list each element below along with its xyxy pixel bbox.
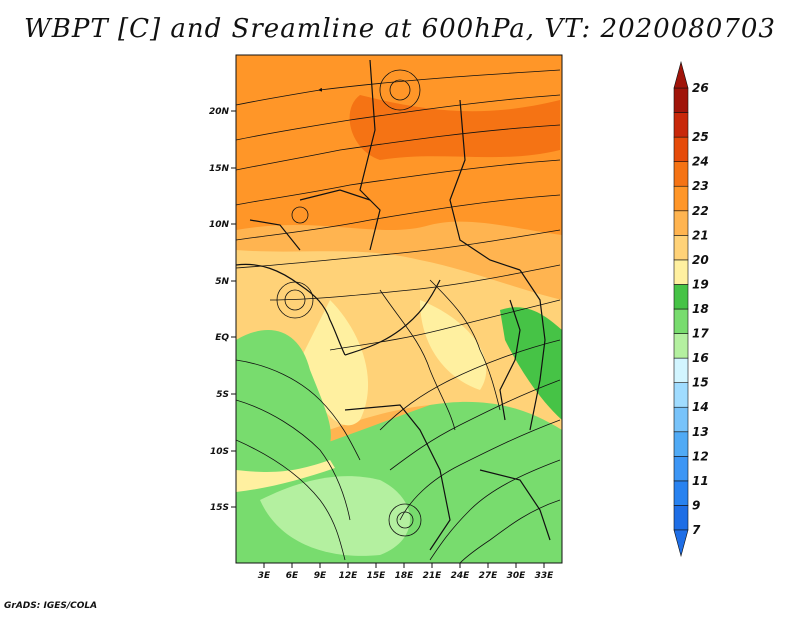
colorbar-segment [673,406,689,433]
colorbar-segment [673,185,689,212]
colorbar-segment [673,161,689,187]
colorbar-segment [673,136,689,162]
colorbar-min-arrow [673,529,689,558]
lat-tick-label: 10S [210,447,229,457]
colorbar-segment [673,235,689,261]
lon-tick-label: 27E [479,571,499,581]
colorbar-label: 14 [692,400,709,414]
country-borders [236,59,551,551]
colorbar-segment [673,480,689,506]
lon-tick-label: 24E [451,571,471,581]
colorbar-label: 26 [692,81,709,95]
colorbar-segment [673,333,689,359]
colorbar-segment [673,357,689,383]
map-title: WBPT [C] and Sreamline at 600hPa, VT: 20… [24,14,776,44]
lat-tick-label: EQ [215,333,229,343]
colorbar-label: 15 [692,376,709,390]
lat-tick-label: 15S [210,503,229,513]
colorbar-label: 22 [692,204,709,218]
colorbar-segment [673,308,689,334]
colorbar-label: 23 [692,179,709,193]
lat-tick-label: 20N [209,107,230,117]
lat-tick-label: 10N [209,220,230,230]
lon-tick-label: 21E [423,571,443,581]
colorbar-label: 13 [692,425,709,439]
colorbar-label: 12 [692,449,709,463]
lon-tick-label: 6E [286,571,299,581]
colorbar-label: 20 [692,253,709,267]
colorbar-segment [673,87,689,113]
lon-tick-label: 3E [258,571,271,581]
colorbar-segment [673,210,689,236]
colorbar-label: 9 [692,498,700,512]
lon-tick-label: 30E [507,571,527,581]
colorbar-label: 7 [692,523,701,537]
lon-tick-label: 12E [339,571,359,581]
colorbar: 7 9 11 12 13 14 15 16 17 18 19 20 21 22 23 24 25 26 [673,60,709,558]
colorbar-segment [673,382,689,408]
lon-tick-label: 9E [314,571,327,581]
colorbar-label: 18 [692,302,709,316]
map-frame [235,54,563,564]
lat-tick-label: 5S [216,390,229,400]
colorbar-segment [673,112,689,138]
lon-axis: 3E 6E 9E 12E 15E 18E 21E 24E 27E 30E 33E [258,563,554,581]
colorbar-max-arrow [673,60,689,89]
footer-credit: GrADS: IGES/COLA [4,601,98,611]
colorbar-label: 25 [692,130,709,144]
colorbar-segment [673,259,689,285]
lat-axis: 20N 15N 10N 5N EQ 5S 10S 15S [209,107,236,513]
colorbar-segment [673,431,689,457]
lat-tick-label: 15N [209,164,230,174]
colorbar-label: 24 [692,155,709,169]
lat-tick-label: 5N [215,277,229,287]
lon-tick-label: 33E [535,571,555,581]
colorbar-label: 11 [692,474,709,488]
colorbar-segment [673,456,689,482]
lon-tick-label: 15E [367,571,387,581]
colorbar-label: 19 [692,277,709,291]
colorbar-label: 16 [692,351,709,365]
colorbar-label: 17 [692,327,709,341]
wbpt-shading [236,55,562,563]
colorbar-segment [673,505,689,531]
colorbar-segment [673,284,689,310]
colorbar-label: 21 [692,228,709,242]
lon-tick-label: 18E [395,571,415,581]
